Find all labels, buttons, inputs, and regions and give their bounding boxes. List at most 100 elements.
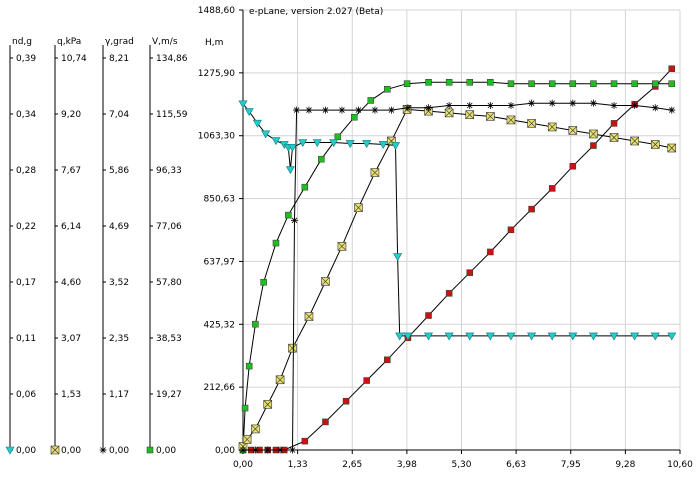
data-point xyxy=(548,80,556,87)
data-point xyxy=(351,113,358,121)
data-point xyxy=(371,106,379,114)
data-point xyxy=(293,106,301,114)
data-point xyxy=(321,277,330,286)
data-point xyxy=(424,332,434,341)
data-point xyxy=(312,139,322,148)
data-point xyxy=(322,418,329,426)
side-axis-label: V,m/s xyxy=(152,37,178,47)
data-point xyxy=(650,332,660,341)
data-point xyxy=(486,101,494,109)
data-point xyxy=(304,312,314,321)
data-point xyxy=(631,80,638,87)
data-point xyxy=(507,226,515,234)
data-point xyxy=(241,404,249,412)
data-point xyxy=(285,166,295,175)
y-tick-label: 0,00 xyxy=(215,446,235,456)
data-point xyxy=(251,446,259,454)
y-tick-label: 850,63 xyxy=(204,195,236,205)
side-axis-label: q,kPa xyxy=(57,37,81,47)
data-point xyxy=(354,106,362,114)
x-tick-label: 10,60 xyxy=(667,460,693,470)
data-point xyxy=(630,332,640,341)
y-tick-label: 425,32 xyxy=(204,320,236,330)
side-tick-label: 1,53 xyxy=(61,390,81,400)
data-point xyxy=(321,106,329,114)
data-point xyxy=(263,400,273,409)
x-tick-label: 0,00 xyxy=(233,460,253,470)
data-point xyxy=(251,424,260,434)
data-point xyxy=(465,110,475,119)
data-point xyxy=(275,375,285,385)
side-tick-label: 3,52 xyxy=(109,278,129,288)
data-point xyxy=(264,446,272,454)
data-point xyxy=(342,397,350,405)
data-point xyxy=(609,332,619,341)
data-point xyxy=(569,99,577,107)
side-tick-label: 77,06 xyxy=(156,222,182,232)
side-tick-label: 0,22 xyxy=(16,222,36,232)
data-point xyxy=(569,80,577,87)
data-point xyxy=(301,437,309,445)
series-3 xyxy=(239,99,676,454)
x-tick-label: 2,65 xyxy=(342,460,362,470)
data-point xyxy=(384,356,391,364)
data-point xyxy=(547,122,557,132)
data-point xyxy=(362,140,372,149)
data-point xyxy=(445,79,453,86)
data-point xyxy=(486,112,495,121)
side-tick-label: 0,00 xyxy=(61,446,81,456)
data-point xyxy=(338,106,346,114)
data-point xyxy=(370,168,380,177)
series-line xyxy=(242,108,672,447)
legend-marker xyxy=(50,445,60,455)
data-point xyxy=(527,332,537,341)
side-tick-label: 5,86 xyxy=(109,166,129,176)
data-point xyxy=(507,80,515,87)
series-line xyxy=(242,81,672,451)
grid xyxy=(242,9,681,451)
legend-marker xyxy=(5,446,15,455)
data-point xyxy=(466,79,473,86)
data-point xyxy=(329,139,339,148)
data-point xyxy=(404,104,412,112)
side-tick-label: 38,53 xyxy=(156,334,182,344)
side-tick-label: 7,67 xyxy=(61,166,81,176)
data-point xyxy=(402,105,412,114)
series-line xyxy=(243,68,673,451)
data-point xyxy=(287,144,297,152)
side-tick-label: 3,07 xyxy=(61,334,81,344)
series-line xyxy=(242,103,672,337)
y-tick-label: 1275,90 xyxy=(198,69,235,79)
data-point xyxy=(631,101,639,109)
data-point xyxy=(244,108,254,117)
data-point xyxy=(239,446,247,454)
data-point xyxy=(445,101,453,109)
data-point xyxy=(395,332,405,341)
data-point xyxy=(345,140,355,149)
data-point xyxy=(588,332,598,341)
series-4 xyxy=(238,100,677,341)
x-tick-label: 3,98 xyxy=(397,460,417,470)
x-tick-label: 6,63 xyxy=(506,460,526,470)
legend-marker xyxy=(146,446,154,454)
y-tick-label: 1063,30 xyxy=(198,132,235,142)
data-point xyxy=(548,99,556,107)
data-point xyxy=(298,139,308,148)
side-tick-label: 0,00 xyxy=(156,446,176,456)
data-point xyxy=(589,99,597,107)
data-point xyxy=(378,141,388,150)
data-point xyxy=(245,362,253,370)
data-point xyxy=(668,80,676,87)
data-point xyxy=(507,101,515,109)
data-point xyxy=(487,79,494,86)
data-point xyxy=(272,239,280,247)
data-point xyxy=(261,130,271,139)
side-tick-label: 0,39 xyxy=(16,54,36,64)
data-point xyxy=(465,332,475,341)
data-point xyxy=(318,155,325,163)
data-point xyxy=(610,101,618,109)
y-tick-label: 1488,60 xyxy=(198,6,235,16)
data-point xyxy=(285,211,292,219)
x-tick-label: 5,30 xyxy=(451,460,471,470)
x-tick-label: 7,95 xyxy=(561,460,581,470)
